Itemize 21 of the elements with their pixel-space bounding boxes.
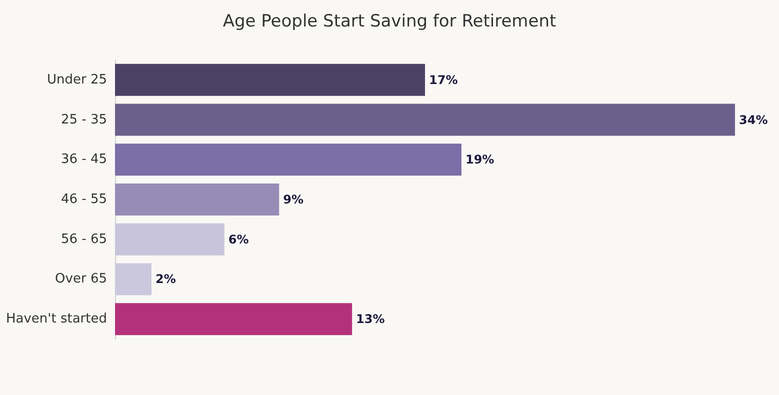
y-tick-label: Under 25 [46, 72, 107, 88]
y-tick-label: 25 - 35 [60, 112, 107, 128]
data-label: 19% [465, 152, 494, 167]
bar [115, 104, 735, 136]
data-label: 34% [739, 112, 768, 127]
data-label: 2% [155, 272, 176, 286]
data-label: 9% [283, 192, 304, 206]
data-label: 6% [228, 232, 249, 246]
y-tick-label: 46 - 55 [60, 192, 107, 207]
bar [115, 64, 425, 96]
data-label: 17% [429, 72, 458, 87]
bar [115, 263, 152, 296]
bar [115, 303, 352, 336]
y-tick-label: 56 - 65 [60, 232, 107, 247]
bar [115, 144, 462, 176]
chart-title: Age People Start Saving for Retirement [222, 12, 556, 32]
y-tick-label: 36 - 45 [60, 152, 107, 168]
bar [115, 184, 280, 216]
y-tick-label: Over 65 [55, 272, 107, 287]
data-label: 13% [356, 312, 385, 326]
y-tick-label: Haven't started [6, 312, 107, 327]
